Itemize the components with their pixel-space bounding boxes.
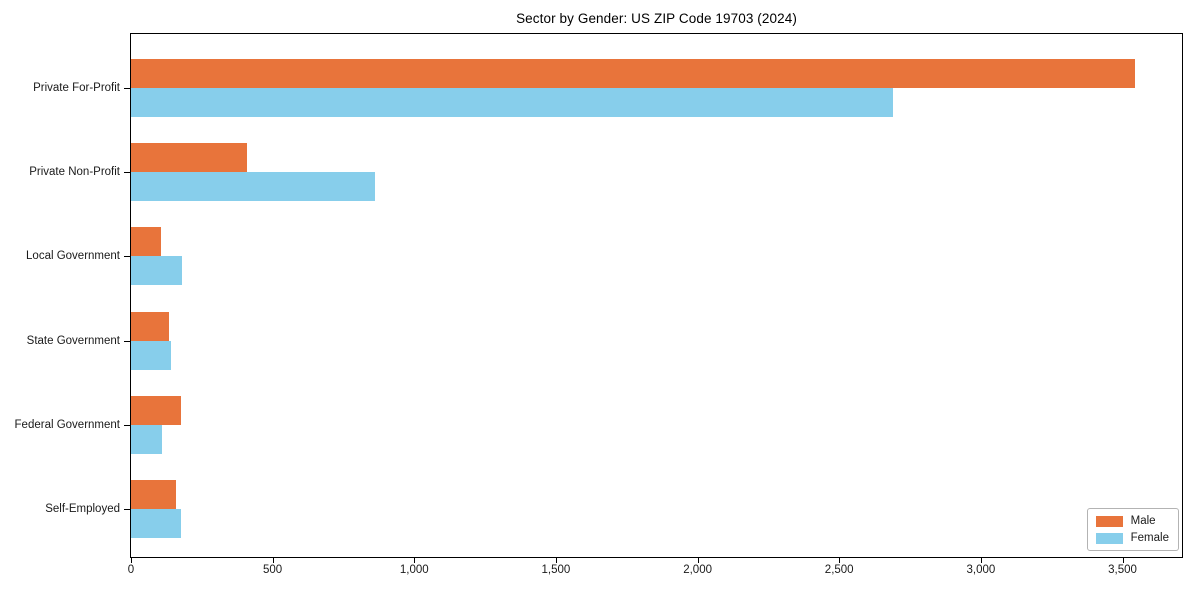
- x-tick-mark: [414, 558, 416, 563]
- x-tick-mark: [131, 558, 132, 563]
- x-tick-label-1000: 1,000: [399, 564, 429, 576]
- bar-male-private-non-profit: [131, 143, 248, 173]
- x-tick-mark: [272, 558, 274, 563]
- chart-title: Sector by Gender: US ZIP Code 19703 (202…: [516, 11, 797, 26]
- x-tick-label-3500: 3,500: [1108, 564, 1137, 576]
- y-tick-mark: [124, 88, 130, 89]
- y-tick-label-state-government: State Government: [26, 334, 120, 347]
- x-tick-label-3000: 3,000: [966, 564, 996, 576]
- bar-female-state-government: [131, 340, 171, 370]
- x-tick-mark: [980, 558, 982, 563]
- y-tick-label-self-employed: Self-Employed: [45, 503, 120, 515]
- y-tick-mark: [124, 424, 130, 426]
- bar-female-private-non-profit: [131, 172, 375, 202]
- bar-female-private-for-profit: [131, 88, 893, 117]
- x-tick-label-500: 500: [263, 564, 283, 576]
- bar-male-federal-government: [131, 395, 181, 425]
- bar-male-self-employed: [131, 480, 177, 509]
- bar-male-state-government: [131, 311, 170, 341]
- y-tick-mark: [124, 172, 130, 174]
- legend-label-female: Female: [1130, 532, 1169, 544]
- y-tick-mark: [124, 509, 130, 510]
- x-tick-mark: [839, 558, 841, 563]
- legend: Male Female: [1086, 508, 1179, 551]
- x-tick-label-2500: 2,500: [824, 564, 854, 576]
- bar-female-local-government: [131, 256, 182, 286]
- x-tick-mark: [555, 558, 557, 563]
- x-tick-mark: [1122, 558, 1124, 563]
- x-tick-mark: [697, 558, 699, 563]
- bar-female-federal-government: [131, 424, 163, 454]
- bar-male-private-for-profit: [131, 59, 1136, 88]
- x-tick-label-0: 0: [127, 564, 135, 576]
- bar-male-local-government: [131, 227, 161, 257]
- legend-swatch-male: [1095, 515, 1123, 527]
- bar-female-self-employed: [131, 509, 181, 538]
- y-tick-mark: [124, 256, 130, 258]
- y-tick-label-federal-government: Federal Government: [14, 418, 120, 431]
- y-tick-label-local-government: Local Government: [26, 250, 120, 263]
- legend-label-male: Male: [1130, 515, 1156, 527]
- y-tick-mark: [124, 340, 130, 342]
- x-tick-label-2000: 2,000: [683, 564, 712, 576]
- y-tick-label-private-for-profit: Private For-Profit: [33, 82, 120, 94]
- y-tick-label-private-non-profit: Private Non-Profit: [29, 166, 120, 179]
- legend-entry-male: Male: [1095, 515, 1169, 527]
- legend-entry-female: Female: [1095, 532, 1169, 544]
- x-tick-label-1500: 1,500: [541, 564, 571, 576]
- plot-area: Male Female: [130, 33, 1183, 558]
- legend-swatch-female: [1095, 532, 1123, 544]
